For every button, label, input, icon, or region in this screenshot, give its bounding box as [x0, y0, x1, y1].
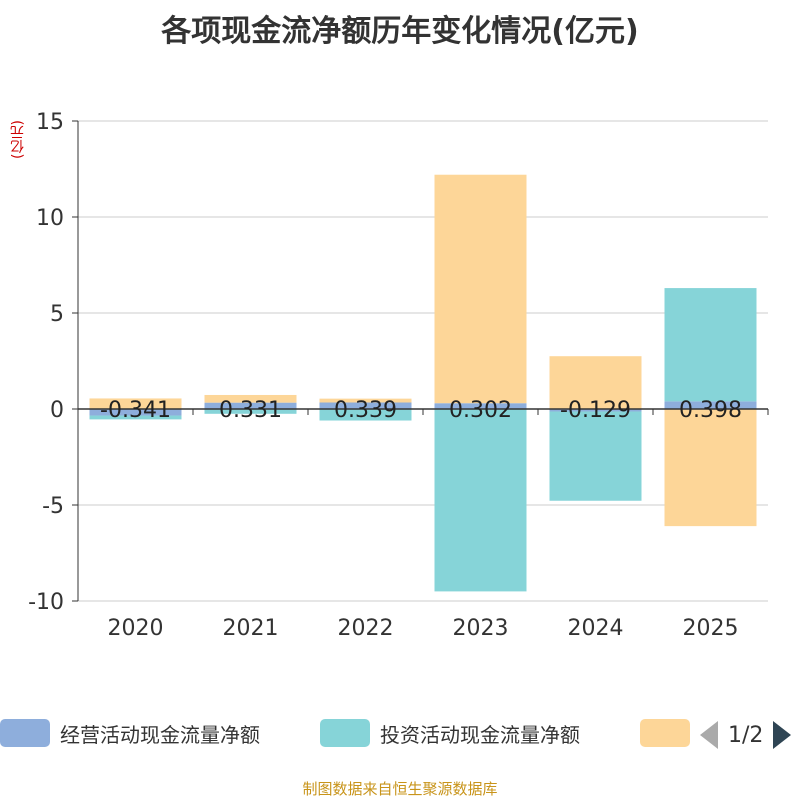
legend-pager: 1/2: [700, 717, 792, 753]
bar-2023-series-1: [434, 409, 527, 592]
legend-swatch-financing: [640, 719, 690, 747]
x-tick-label: 2022: [338, 616, 394, 641]
bar-2023-series-0: [434, 403, 527, 409]
y-tick-label: -10: [28, 590, 64, 615]
legend-item-financing[interactable]: [640, 715, 700, 751]
legend-swatch-operating: [0, 719, 50, 747]
legend-label-operating: 经营活动现金流量净额: [60, 722, 260, 747]
data-label-operating-2025: 0.398: [679, 398, 742, 423]
bar-2021-series-0: [204, 402, 297, 409]
source-note: 制图数据来自恒生聚源数据库: [302, 780, 498, 798]
legend: 经营活动现金流量净额 投资活动现金流量净额 1/2: [0, 715, 800, 755]
bar-2020-series-2: [89, 398, 182, 409]
y-tick-label: 15: [36, 110, 64, 135]
bar-2024-series-2: [549, 356, 642, 409]
bar-2021-series-2: [204, 394, 297, 403]
x-tick-label: 2020: [108, 616, 164, 641]
bar-2022-series-0: [319, 402, 412, 409]
x-tick-label: 2023: [453, 616, 509, 641]
y-tick-label: 5: [50, 302, 64, 327]
legend-item-investing[interactable]: 投资活动现金流量净额: [320, 715, 580, 751]
legend-label-investing: 投资活动现金流量净额: [380, 722, 580, 747]
bar-2022-series-1: [319, 409, 412, 421]
chart-canvas: 15 10 5 0 -5 -10 2020 2021 2022 2023 2024 2025 -0.34…: [28, 110, 769, 641]
pager-text: 1/2: [728, 722, 764, 748]
bar-2020-series-0: [89, 409, 182, 416]
chart-title: 各项现金流净额历年变化情况(亿元): [161, 14, 639, 49]
bar-2025-series-0: [664, 401, 757, 409]
x-tick-label: 2021: [223, 616, 279, 641]
legend-swatch-investing: [320, 719, 370, 747]
x-tick-label: 2024: [568, 616, 624, 641]
bar-2020-series-1: [89, 415, 182, 420]
data-label-operating-2023: 0.302: [449, 398, 512, 423]
x-tick-label: 2025: [683, 616, 739, 641]
y-tick-label: -5: [42, 494, 64, 519]
data-label-operating-2022: 0.339: [334, 398, 397, 423]
data-label-operating-2021: 0.331: [219, 398, 282, 423]
bar-2024-series-1: [549, 411, 642, 501]
bar-2024-series-0: [549, 409, 642, 412]
y-tick-label: 10: [36, 206, 64, 231]
bar-2022-series-2: [319, 398, 412, 403]
pager-prev-icon[interactable]: [700, 721, 718, 749]
bar-2023-series-2: [434, 174, 527, 404]
legend-item-operating[interactable]: 经营活动现金流量净额: [0, 715, 260, 751]
bar-2025-series-2: [664, 409, 757, 527]
data-label-operating-2020: -0.341: [100, 398, 171, 423]
pager-next-icon[interactable]: [773, 721, 792, 749]
data-label-operating-2024: -0.129: [560, 398, 631, 423]
y-tick-label: 0: [50, 398, 64, 423]
bar-2025-series-1: [664, 288, 757, 402]
bar-2021-series-1: [204, 409, 297, 414]
